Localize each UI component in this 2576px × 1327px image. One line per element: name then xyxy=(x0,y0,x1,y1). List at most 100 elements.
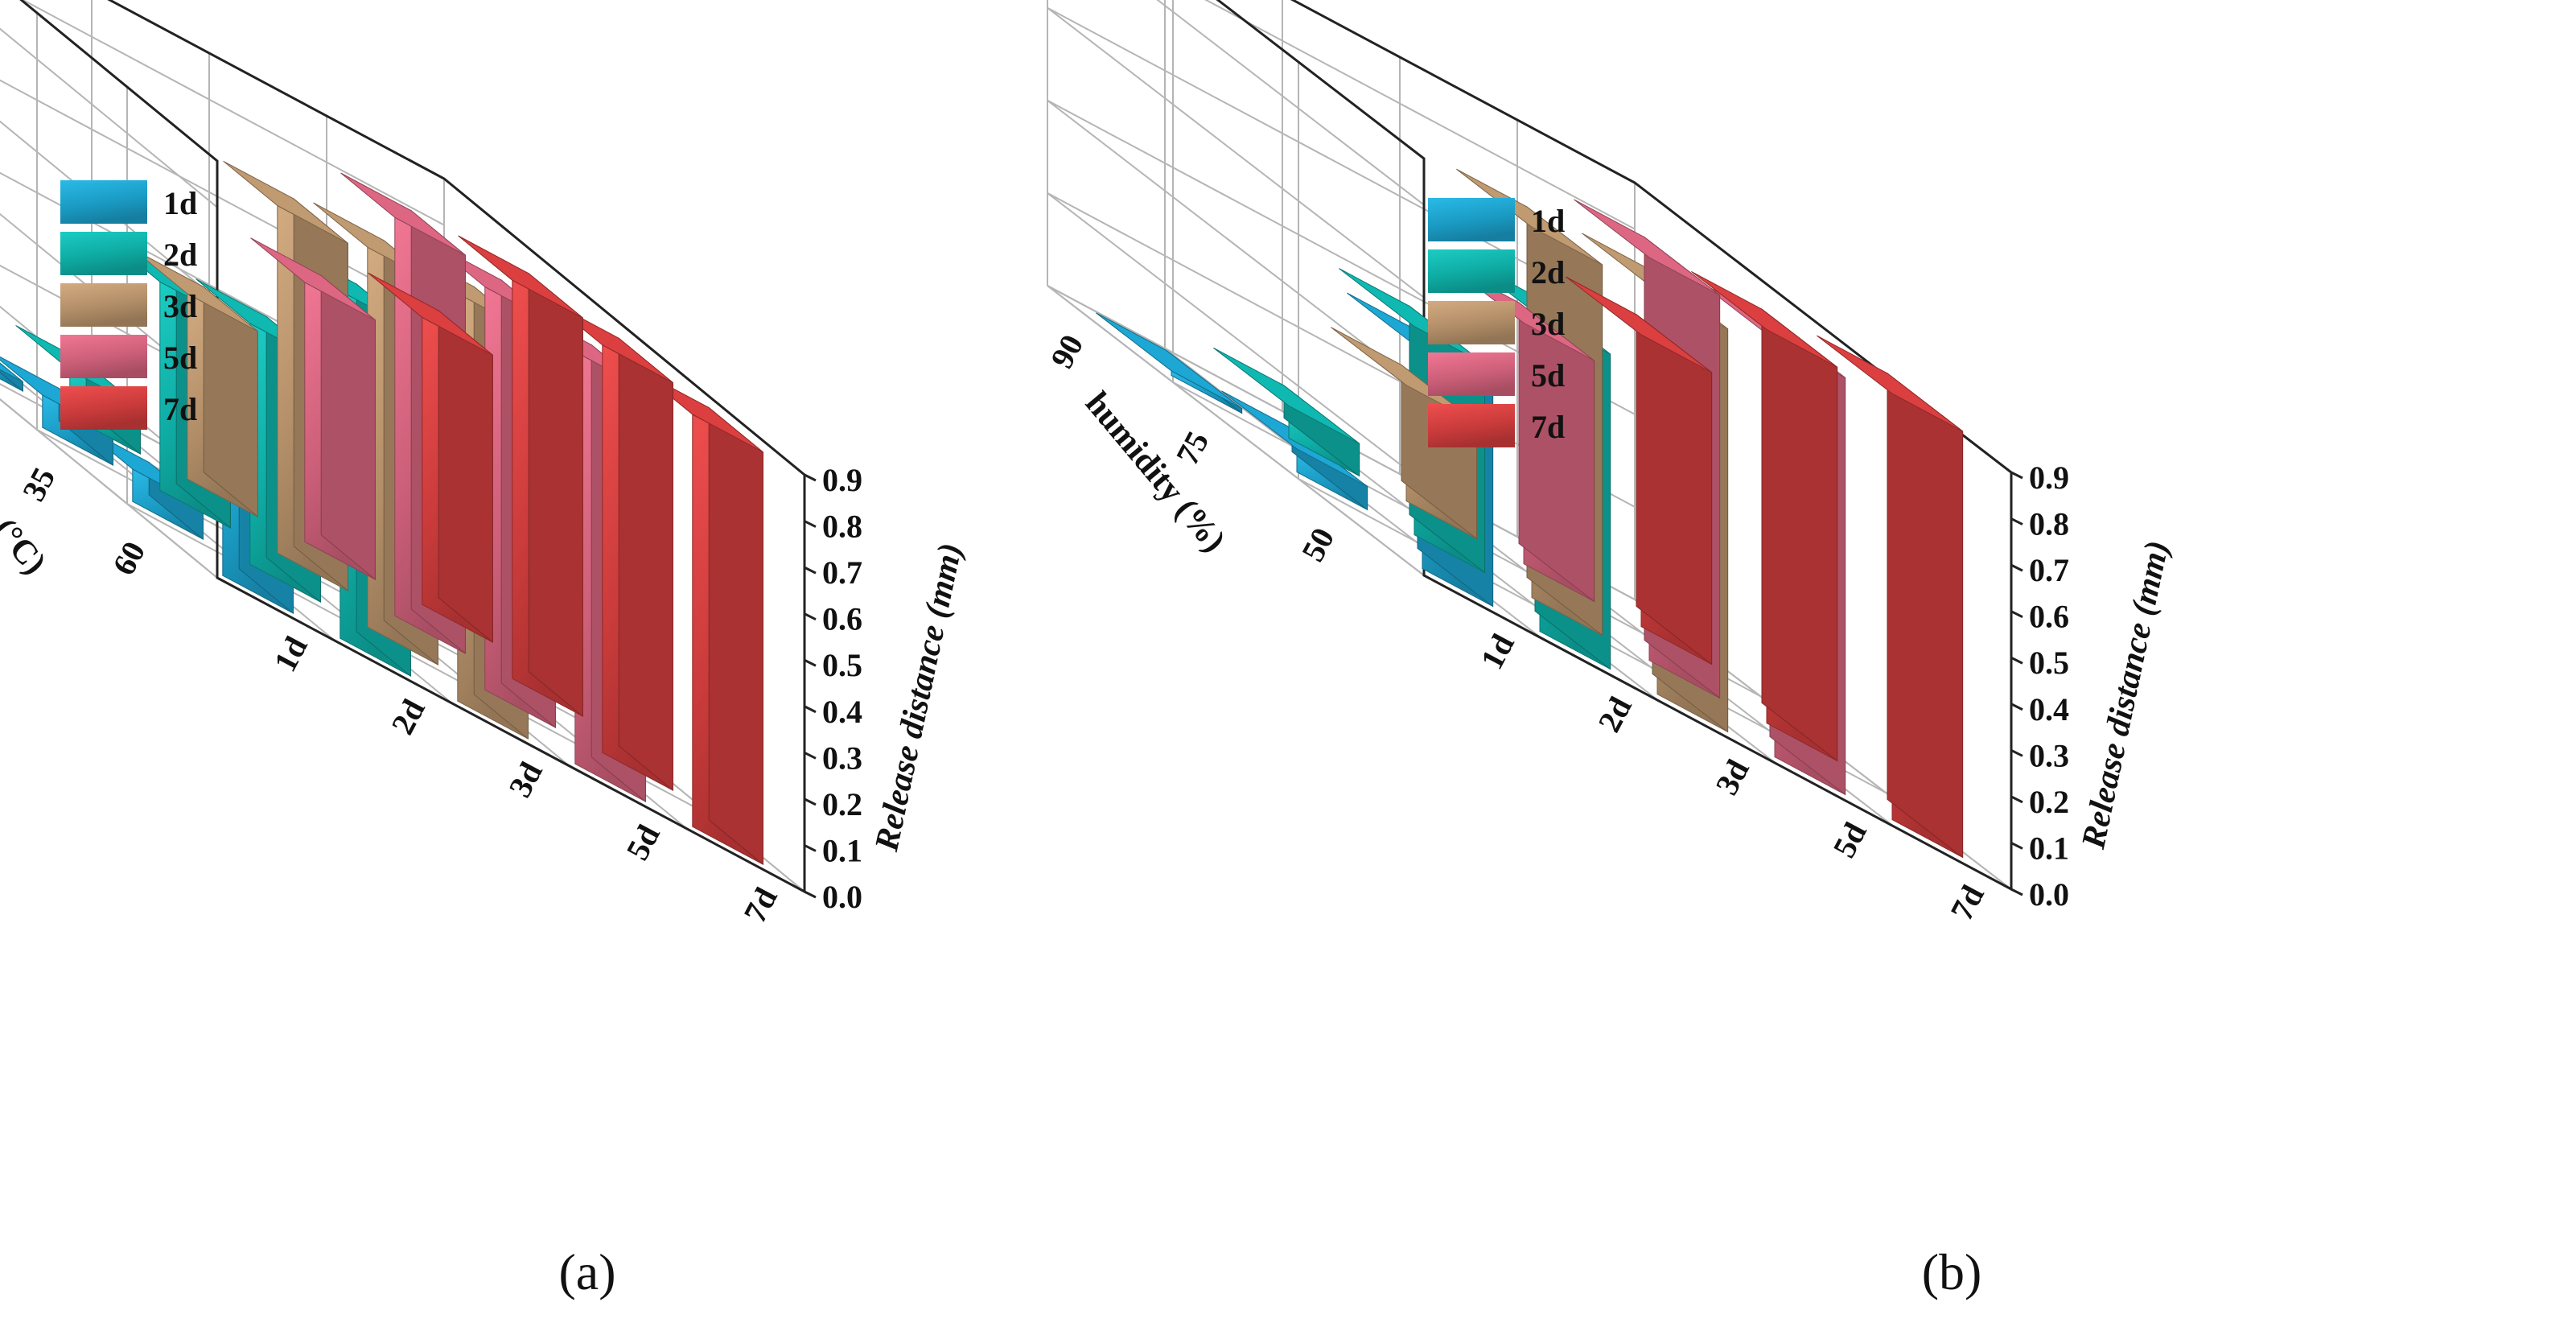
legend-label: 3d xyxy=(1531,306,1565,342)
bar-10-1d xyxy=(0,362,23,393)
legend-label: 3d xyxy=(163,288,197,324)
bar-25-7d xyxy=(458,235,583,718)
panel-a: 0.0 0.1 0.2 0.3 0.4 0.5 0.6 0.7 0.8 0.9 Release di… xyxy=(0,0,969,1300)
legend-item: 5d xyxy=(1428,352,1565,396)
legend-item: 2d xyxy=(1428,249,1565,293)
legend-item: 1d xyxy=(1428,198,1565,241)
legend-swatch xyxy=(1428,352,1515,396)
bar-90-1d xyxy=(1096,312,1243,414)
bar-50-7d xyxy=(1817,335,1964,859)
category-tick-label: 1d xyxy=(266,630,315,677)
wall-gridline xyxy=(0,0,445,226)
bar-90-7d xyxy=(1566,276,1713,666)
legend-item: 7d xyxy=(1428,404,1565,447)
z-tick-label: 0.4 xyxy=(2029,691,2069,727)
bar-10-3d xyxy=(133,249,258,518)
z-tick-label: 0.6 xyxy=(2029,599,2069,635)
legend-label: 7d xyxy=(163,391,197,427)
legend-label: 1d xyxy=(1531,203,1565,239)
bar-side-face xyxy=(1636,313,1713,666)
legend-label: 2d xyxy=(1531,254,1565,291)
legend-label: 1d xyxy=(163,185,197,221)
bar-top-face xyxy=(0,362,23,382)
z-tick xyxy=(804,473,817,482)
z-tick-label: 0.1 xyxy=(2029,830,2069,866)
bar-75-7d xyxy=(1691,270,1838,762)
z-tick xyxy=(804,566,817,575)
z-tick-label: 0.3 xyxy=(2029,737,2069,773)
bars xyxy=(0,160,763,866)
bar-top-face xyxy=(1817,335,1963,432)
bar-top-face xyxy=(458,235,583,319)
z-tick xyxy=(804,705,817,714)
wall-gridline xyxy=(1156,0,1636,230)
category-tick-label: 5d xyxy=(1825,816,1874,863)
z-axis-title: Release distance (mm) xyxy=(2075,538,2176,853)
legend: 1d 2d 3d 5d 7d xyxy=(60,180,197,430)
legend-item: 2d xyxy=(60,232,197,275)
z-tick xyxy=(2010,842,2023,850)
z-tick-label: 0.8 xyxy=(822,509,862,545)
bar-top-face xyxy=(368,272,493,356)
panel-label: (b) xyxy=(1922,1243,1982,1300)
bar-top-face xyxy=(1456,168,1603,266)
z-tick xyxy=(2010,471,2023,480)
z-tick xyxy=(804,751,817,760)
z-tick-label: 0.2 xyxy=(822,786,862,822)
bar-top-face xyxy=(1096,312,1242,410)
bars xyxy=(1096,168,1964,859)
legend-swatch xyxy=(60,180,147,224)
legend-item: 5d xyxy=(60,335,197,378)
bar-top-face xyxy=(1691,270,1837,368)
category-tick-label: 7d xyxy=(736,881,784,928)
z-tick-label: 0.2 xyxy=(2029,784,2069,820)
z-axis: 0.0 0.1 0.2 0.3 0.4 0.5 0.6 0.7 0.8 0.9 Release di… xyxy=(804,462,969,915)
z-tick xyxy=(2010,888,2023,896)
legend-item: 7d xyxy=(60,386,197,430)
bar-top-face xyxy=(250,237,376,321)
legend-swatch xyxy=(60,335,147,378)
z-tick-label: 0.7 xyxy=(822,554,862,591)
z-tick xyxy=(2010,563,2023,572)
z-tick xyxy=(804,520,817,528)
bar-front-face xyxy=(1171,369,1243,414)
bar-side-face xyxy=(320,274,376,581)
z-tick-label: 0.1 xyxy=(822,832,862,868)
legend-label: 2d xyxy=(163,237,197,273)
z-tick-label: 0.6 xyxy=(822,601,862,637)
legend: 1d 2d 3d 5d 7d xyxy=(1428,198,1565,447)
z-tick-label: 0.5 xyxy=(822,647,862,683)
category-tick-label: 7d xyxy=(1943,879,1991,925)
bar-top-face xyxy=(1213,347,1360,444)
legend-label: 5d xyxy=(163,340,197,376)
bar-top-face xyxy=(1574,199,1720,296)
legend-swatch xyxy=(1428,249,1515,293)
bar-top-face xyxy=(133,249,258,332)
legend-swatch xyxy=(60,283,147,327)
bar-side-face xyxy=(438,309,493,644)
z-tick-label: 0.0 xyxy=(822,879,862,915)
legend-swatch xyxy=(60,386,147,430)
z-tick xyxy=(804,890,817,899)
z-tick xyxy=(2010,656,2023,665)
legend-swatch xyxy=(60,232,147,275)
bar-10-5d xyxy=(250,237,376,581)
legend-item: 3d xyxy=(1428,301,1565,344)
category-tick-label: 3d xyxy=(501,756,549,802)
legend-swatch xyxy=(1428,198,1515,241)
category-tick-label: 3d xyxy=(1708,753,1756,800)
z-tick xyxy=(804,797,817,806)
bar-top-face xyxy=(1566,276,1712,373)
bar-35-7d xyxy=(548,300,673,792)
z-tick xyxy=(2010,517,2023,525)
bar-top-face xyxy=(340,172,466,256)
z-tick-label: 0.9 xyxy=(2029,460,2069,496)
bar-90-5d xyxy=(1448,264,1595,603)
bar-side-face xyxy=(1761,308,1838,762)
panel-label: (a) xyxy=(558,1243,615,1300)
legend-swatch xyxy=(1428,301,1515,344)
series-tick-label: 90 xyxy=(1043,328,1091,373)
z-tick xyxy=(2010,703,2023,711)
